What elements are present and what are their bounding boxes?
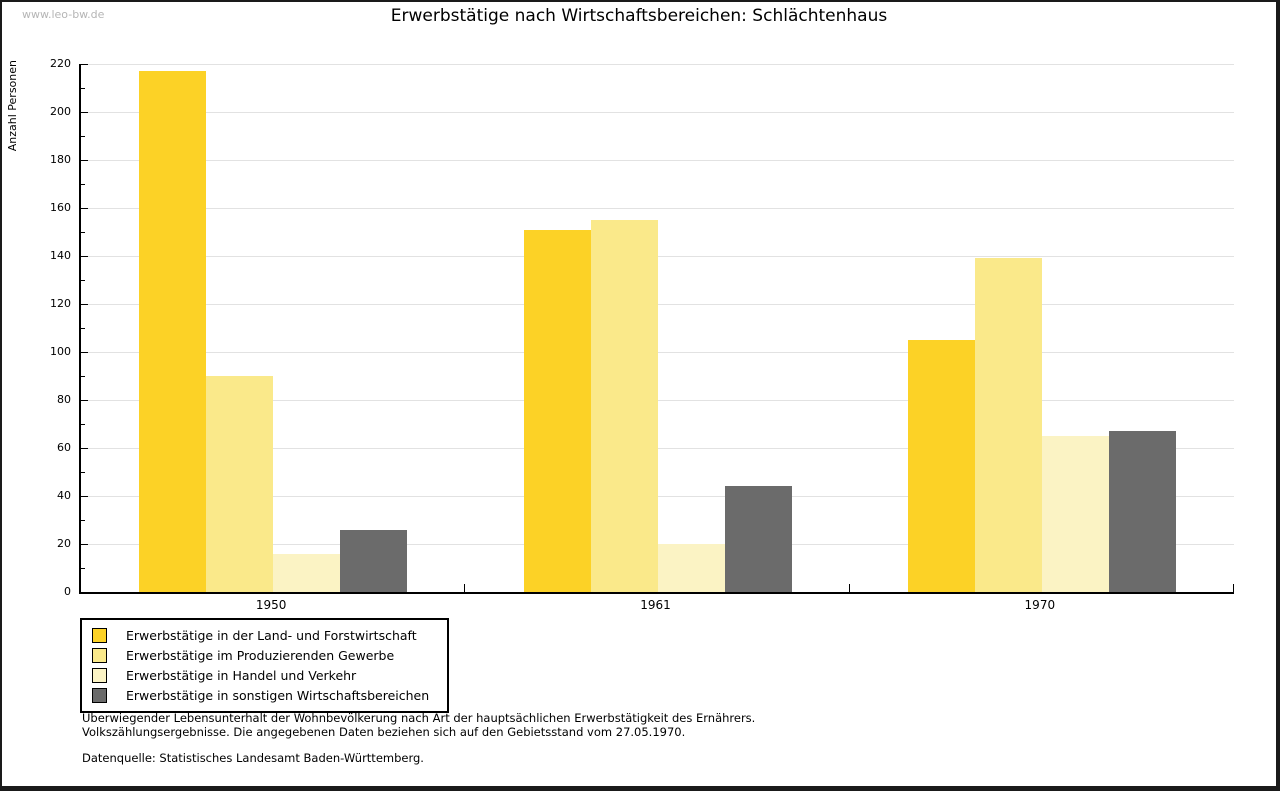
legend-row-produzierendes-gewerbe: Erwerbstätige im Produzierenden Gewerbe [90, 645, 439, 665]
bar-1961-produzierendes-gewerbe [591, 220, 658, 592]
legend-row-sonstige-wirtschaftsbereiche: Erwerbstätige in sonstigen Wirtschaftsbe… [90, 685, 439, 705]
bar-1950-land-und-forstwirtschaft [139, 71, 206, 592]
legend-row-land-und-forstwirtschaft: Erwerbstätige in der Land- und Forstwirt… [90, 625, 439, 645]
y-major-tick-20 [81, 544, 88, 545]
bar-1970-produzierendes-gewerbe [975, 258, 1042, 592]
y-major-tick-160 [81, 208, 88, 209]
bar-1961-land-und-forstwirtschaft [524, 229, 591, 592]
legend-row-handel-und-verkehr: Erwerbstätige in Handel und Verkehr [90, 665, 439, 685]
plot-area [79, 64, 1234, 594]
y-tick-label-60: 60 [57, 441, 71, 454]
y-tick-label-200: 200 [50, 105, 71, 118]
y-major-tick-140 [81, 256, 88, 257]
y-minor-tick-70 [81, 424, 85, 425]
bar-1950-produzierendes-gewerbe [206, 376, 273, 592]
footnote-line-1: Überwiegender Lebensunterhalt der Wohnbe… [82, 711, 756, 725]
legend-swatch-sonstige-wirtschaftsbereiche [92, 687, 107, 703]
x-tick-1 [464, 584, 465, 592]
x-category-label-1950: 1950 [255, 598, 287, 612]
y-major-tick-40 [81, 496, 88, 497]
y-tick-label-220: 220 [50, 57, 71, 70]
x-tick-3 [1233, 584, 1234, 592]
y-minor-tick-90 [81, 376, 85, 377]
y-minor-tick-10 [81, 568, 85, 569]
y-tick-label-80: 80 [57, 393, 71, 406]
y-minor-tick-210 [81, 88, 85, 89]
y-tick-label-20: 20 [57, 537, 71, 550]
y-major-tick-120 [81, 304, 88, 305]
legend-swatch-handel-und-verkehr [92, 667, 107, 683]
y-minor-tick-50 [81, 472, 85, 473]
bar-1950-sonstige-wirtschaftsbereiche [340, 529, 407, 592]
legend-label-handel-und-verkehr: Erwerbstätige in Handel und Verkehr [126, 667, 357, 683]
y-minor-tick-170 [81, 184, 85, 185]
bar-1970-handel-und-verkehr [1042, 436, 1109, 592]
gridline-y-180 [81, 160, 1234, 161]
footnote-line-2: Volkszählungsergebnisse. Die angegebenen… [82, 725, 686, 739]
legend: Erwerbstätige in der Land- und Forstwirt… [80, 618, 449, 713]
y-tick-label-0: 0 [64, 585, 71, 598]
footnotes: Überwiegender Lebensunterhalt der Wohnbe… [82, 711, 755, 765]
footnote-source: Datenquelle: Statistisches Landesamt Bad… [82, 751, 424, 765]
y-major-tick-60 [81, 448, 88, 449]
y-major-tick-220 [81, 64, 88, 65]
bar-1970-sonstige-wirtschaftsbereiche [1109, 431, 1176, 592]
legend-label-produzierendes-gewerbe: Erwerbstätige im Produzierenden Gewerbe [126, 647, 395, 663]
bar-1961-handel-und-verkehr [658, 544, 725, 592]
legend-label-sonstige-wirtschaftsbereiche: Erwerbstätige in sonstigen Wirtschaftsbe… [126, 687, 430, 703]
y-tick-label-120: 120 [50, 297, 71, 310]
y-tick-label-40: 40 [57, 489, 71, 502]
x-tick-2 [849, 584, 850, 592]
y-major-tick-80 [81, 400, 88, 401]
y-tick-label-160: 160 [50, 201, 71, 214]
y-minor-tick-110 [81, 328, 85, 329]
bar-1961-sonstige-wirtschaftsbereiche [725, 486, 792, 592]
y-major-tick-200 [81, 112, 88, 113]
y-minor-tick-30 [81, 520, 85, 521]
legend-swatch-produzierendes-gewerbe [92, 647, 107, 663]
y-tick-label-100: 100 [50, 345, 71, 358]
gridline-y-220 [81, 64, 1234, 65]
y-major-tick-100 [81, 352, 88, 353]
y-minor-tick-130 [81, 280, 85, 281]
chart-title: Erwerbstätige nach Wirtschaftsbereichen:… [390, 6, 888, 26]
watermark: www.leo-bw.de [22, 8, 105, 21]
y-tick-label-140: 140 [50, 249, 71, 262]
bar-1970-land-und-forstwirtschaft [908, 340, 975, 592]
y-major-tick-180 [81, 160, 88, 161]
x-category-label-1970: 1970 [1024, 598, 1056, 612]
gridline-y-200 [81, 112, 1234, 113]
legend-swatch-land-und-forstwirtschaft [92, 627, 107, 643]
y-minor-tick-150 [81, 232, 85, 233]
y-tick-label-180: 180 [50, 153, 71, 166]
gridline-y-160 [81, 208, 1234, 209]
y-minor-tick-190 [81, 136, 85, 137]
legend-label-land-und-forstwirtschaft: Erwerbstätige in der Land- und Forstwirt… [126, 627, 417, 643]
x-category-label-1961: 1961 [640, 598, 671, 612]
bar-1950-handel-und-verkehr [273, 553, 340, 592]
y-axis-title: Anzahl Personen [6, 60, 19, 152]
